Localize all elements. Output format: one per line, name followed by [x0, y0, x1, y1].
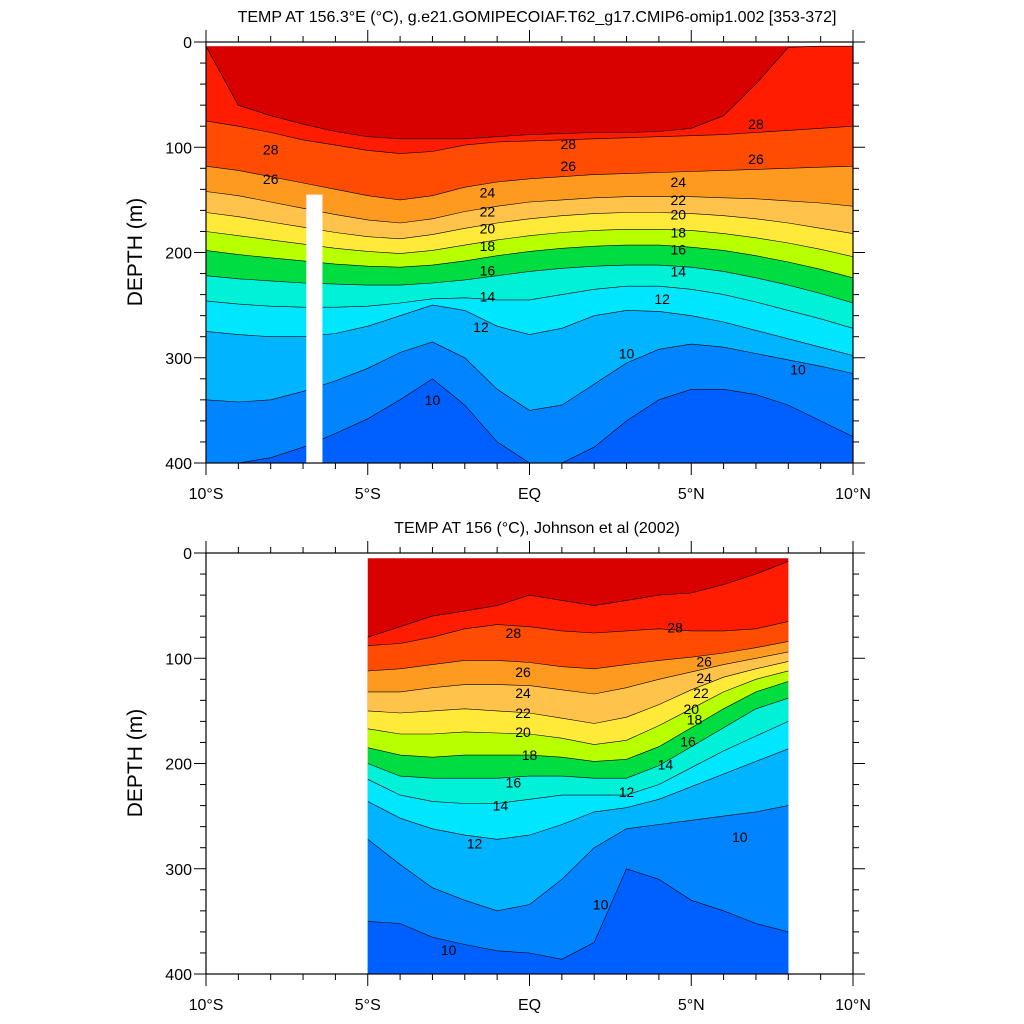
- missing-data-region: [306, 194, 323, 463]
- contour-label: 14: [671, 263, 687, 279]
- contour-label: 18: [522, 747, 538, 763]
- contour-label: 22: [515, 705, 531, 721]
- contour-label: 28: [748, 116, 764, 132]
- contour-label: 26: [696, 653, 712, 669]
- y-tick-label: 200: [165, 757, 192, 774]
- contour-label: 20: [515, 724, 531, 740]
- x-tick-label: 10°N: [835, 997, 871, 1014]
- y-tick-label: 0: [183, 35, 192, 52]
- isotherm-line: [367, 697, 789, 779]
- contour-label: 10: [619, 346, 635, 362]
- y-tick-label: 200: [165, 246, 192, 263]
- isotherm-line: [367, 641, 789, 672]
- contour-label: 24: [515, 685, 531, 701]
- contour-labels: 28 28262624242222202018181616141412121010…: [441, 620, 748, 958]
- contour-label: 18: [480, 238, 496, 254]
- isotherm-line: [206, 45, 853, 140]
- contour-label: 18: [671, 225, 687, 241]
- contour-label: 12: [467, 835, 483, 851]
- contour-label: 12: [473, 319, 489, 335]
- contour-label: 18: [687, 711, 703, 727]
- contour-label: 28: [263, 141, 279, 157]
- contour-label: 16: [671, 241, 687, 257]
- y-tick-label: 300: [165, 351, 192, 368]
- contour-label: 12: [619, 784, 635, 800]
- contour-label: 26: [263, 171, 279, 187]
- contour-label: 20: [683, 701, 699, 717]
- x-tick-label: 5°N: [678, 486, 705, 503]
- contour-label: 20: [671, 207, 687, 223]
- contour-label: 10: [441, 942, 457, 958]
- contour-label: 28: [561, 136, 577, 152]
- contour-label: 24: [671, 174, 687, 190]
- isotherm-line: [206, 165, 853, 201]
- isotherm-line: [367, 670, 789, 745]
- contour-label: 22: [480, 203, 496, 219]
- axes: 0 100 200 300 400 10°S 5°S EQ 5°N 10°N: [165, 541, 871, 1014]
- x-tick-label: 10°S: [189, 997, 224, 1014]
- contour-label: 22: [671, 192, 687, 208]
- y-tick-label: 400: [165, 456, 192, 473]
- y-tick-label: 400: [165, 967, 192, 984]
- temperature-field: [206, 45, 853, 463]
- contour-label: 14: [658, 757, 674, 773]
- contour-label: 26: [515, 664, 531, 680]
- contour-label: 10: [593, 897, 609, 913]
- x-tick-label: EQ: [518, 997, 541, 1014]
- contour-label: 12: [654, 291, 670, 307]
- panel-title: TEMP AT 156 (°C), Johnson et al (2002): [394, 520, 680, 537]
- x-tick-label: EQ: [518, 486, 541, 503]
- contour-label: 16: [680, 733, 696, 749]
- x-tick-label: 5°S: [355, 486, 381, 503]
- contour-label: 26: [748, 151, 764, 167]
- contour-label: 14: [493, 798, 509, 814]
- panel-bottom: TEMP AT 156 (°C), Johnson et al (2002) 2…: [124, 520, 871, 1014]
- x-tick-label: 10°S: [189, 486, 224, 503]
- y-tick-label: 100: [165, 651, 192, 668]
- contour-label: 20: [480, 220, 496, 236]
- contour-label: 24: [696, 670, 712, 686]
- isotherm-line: [367, 661, 789, 724]
- y-tick-label: 300: [165, 862, 192, 879]
- contour-label: 26: [561, 158, 577, 174]
- isotherm-line: [367, 721, 789, 804]
- isotherm-line: [367, 621, 789, 646]
- contour-label: 24: [480, 185, 496, 201]
- y-tick-label: 0: [183, 546, 192, 563]
- isotherm-line: [367, 681, 789, 762]
- isotherm-line: [206, 120, 853, 154]
- isotherm-line: [367, 561, 789, 638]
- contour-label: 16: [506, 774, 522, 790]
- contour-label: 10: [790, 361, 806, 377]
- contour-label: 10: [425, 392, 441, 408]
- y-axis-label: DEPTH (m): [124, 709, 147, 818]
- contour-label: 10: [732, 829, 748, 845]
- contour-label: 28: [667, 620, 683, 636]
- contour-label: 14: [480, 289, 496, 305]
- panel-title: TEMP AT 156.3°E (°C), g.e21.GOMIPECOIAF.…: [238, 9, 837, 26]
- temperature-field: [367, 558, 789, 974]
- x-tick-label: 5°S: [355, 997, 381, 1014]
- x-tick-label: 10°N: [835, 486, 871, 503]
- contour-band: [206, 378, 853, 463]
- contour-label: 22: [693, 685, 709, 701]
- x-tick-label: 5°N: [678, 997, 705, 1014]
- isotherm-line: [367, 651, 789, 695]
- panel-top: TEMP AT 156.3°E (°C), g.e21.GOMIPECOIAF.…: [124, 9, 871, 503]
- y-axis-label: DEPTH (m): [124, 198, 147, 307]
- axes: 0 100 200 300 400 10°S 5°S EQ 5°N 10°N: [165, 30, 871, 503]
- contour-label: 16: [480, 262, 496, 278]
- isotherm-line: [367, 805, 789, 912]
- y-tick-label: 100: [165, 140, 192, 157]
- isotherm-line: [367, 748, 789, 840]
- isotherm-line: [367, 868, 789, 960]
- contour-label: 28: [506, 625, 522, 641]
